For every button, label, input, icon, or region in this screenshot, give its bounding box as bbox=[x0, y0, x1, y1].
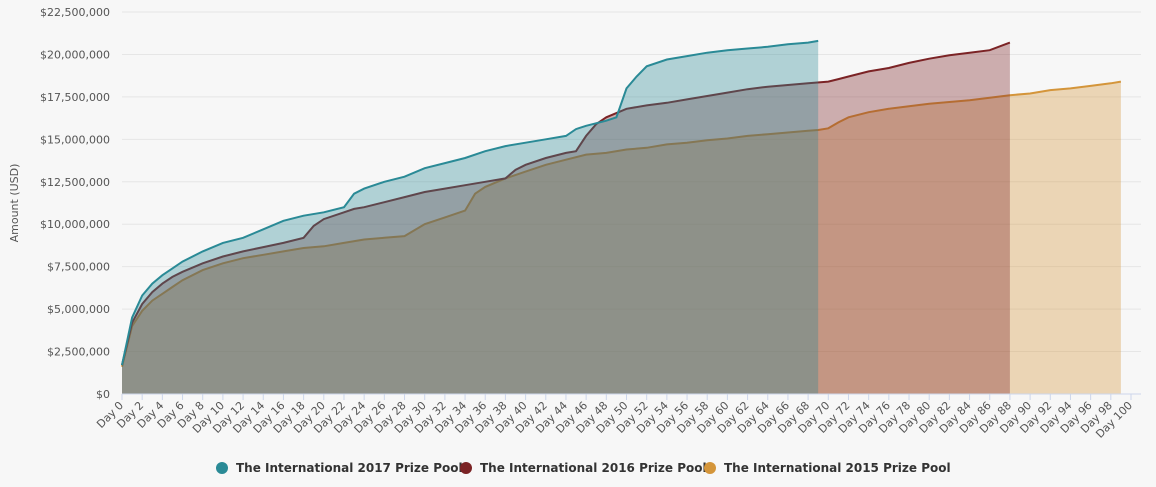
legend-marker bbox=[704, 462, 716, 474]
y-tick-label: $7,500,000 bbox=[47, 261, 110, 274]
legend: The International 2017 Prize Pool The Int… bbox=[216, 461, 951, 475]
y-tick-label: $15,000,000 bbox=[40, 133, 110, 146]
y-tick-label: $20,000,000 bbox=[40, 48, 110, 61]
y-tick-label: $10,000,000 bbox=[40, 218, 110, 231]
y-tick-label: $0 bbox=[96, 388, 110, 401]
series-group bbox=[121, 39, 819, 395]
series-line bbox=[121, 39, 819, 366]
legend-label: The International 2016 Prize Pool bbox=[480, 461, 707, 475]
y-tick-label: $17,500,000 bbox=[40, 91, 110, 104]
legend-marker bbox=[216, 462, 228, 474]
y-axis-label: Amount (USD) bbox=[8, 164, 21, 243]
legend-item[interactable]: The International 2017 Prize Pool bbox=[216, 461, 463, 475]
y-tick-label: $22,500,000 bbox=[40, 6, 110, 19]
series-group bbox=[121, 41, 1011, 394]
legend-item[interactable]: The International 2016 Prize Pool bbox=[460, 461, 707, 475]
grid-lines bbox=[122, 11, 1141, 353]
y-tick-label: $2,500,000 bbox=[47, 346, 110, 359]
y-axis-ticks: $0 $2,500,000 $5,000,000 $7,500,000 $10,000,… bbox=[40, 6, 110, 401]
series-areas bbox=[121, 39, 1122, 395]
series-area bbox=[122, 40, 819, 395]
legend-label: The International 2017 Prize Pool bbox=[236, 461, 463, 475]
series-area bbox=[122, 42, 1010, 394]
series-line bbox=[121, 41, 1011, 366]
y-tick-label: $12,500,000 bbox=[40, 176, 110, 189]
series-line bbox=[121, 80, 1122, 368]
legend-label: The International 2015 Prize Pool bbox=[724, 461, 951, 475]
series-group bbox=[121, 80, 1122, 394]
series-area bbox=[122, 81, 1121, 394]
y-tick-label: $5,000,000 bbox=[47, 303, 110, 316]
legend-marker bbox=[460, 462, 472, 474]
legend-item[interactable]: The International 2015 Prize Pool bbox=[704, 461, 951, 475]
